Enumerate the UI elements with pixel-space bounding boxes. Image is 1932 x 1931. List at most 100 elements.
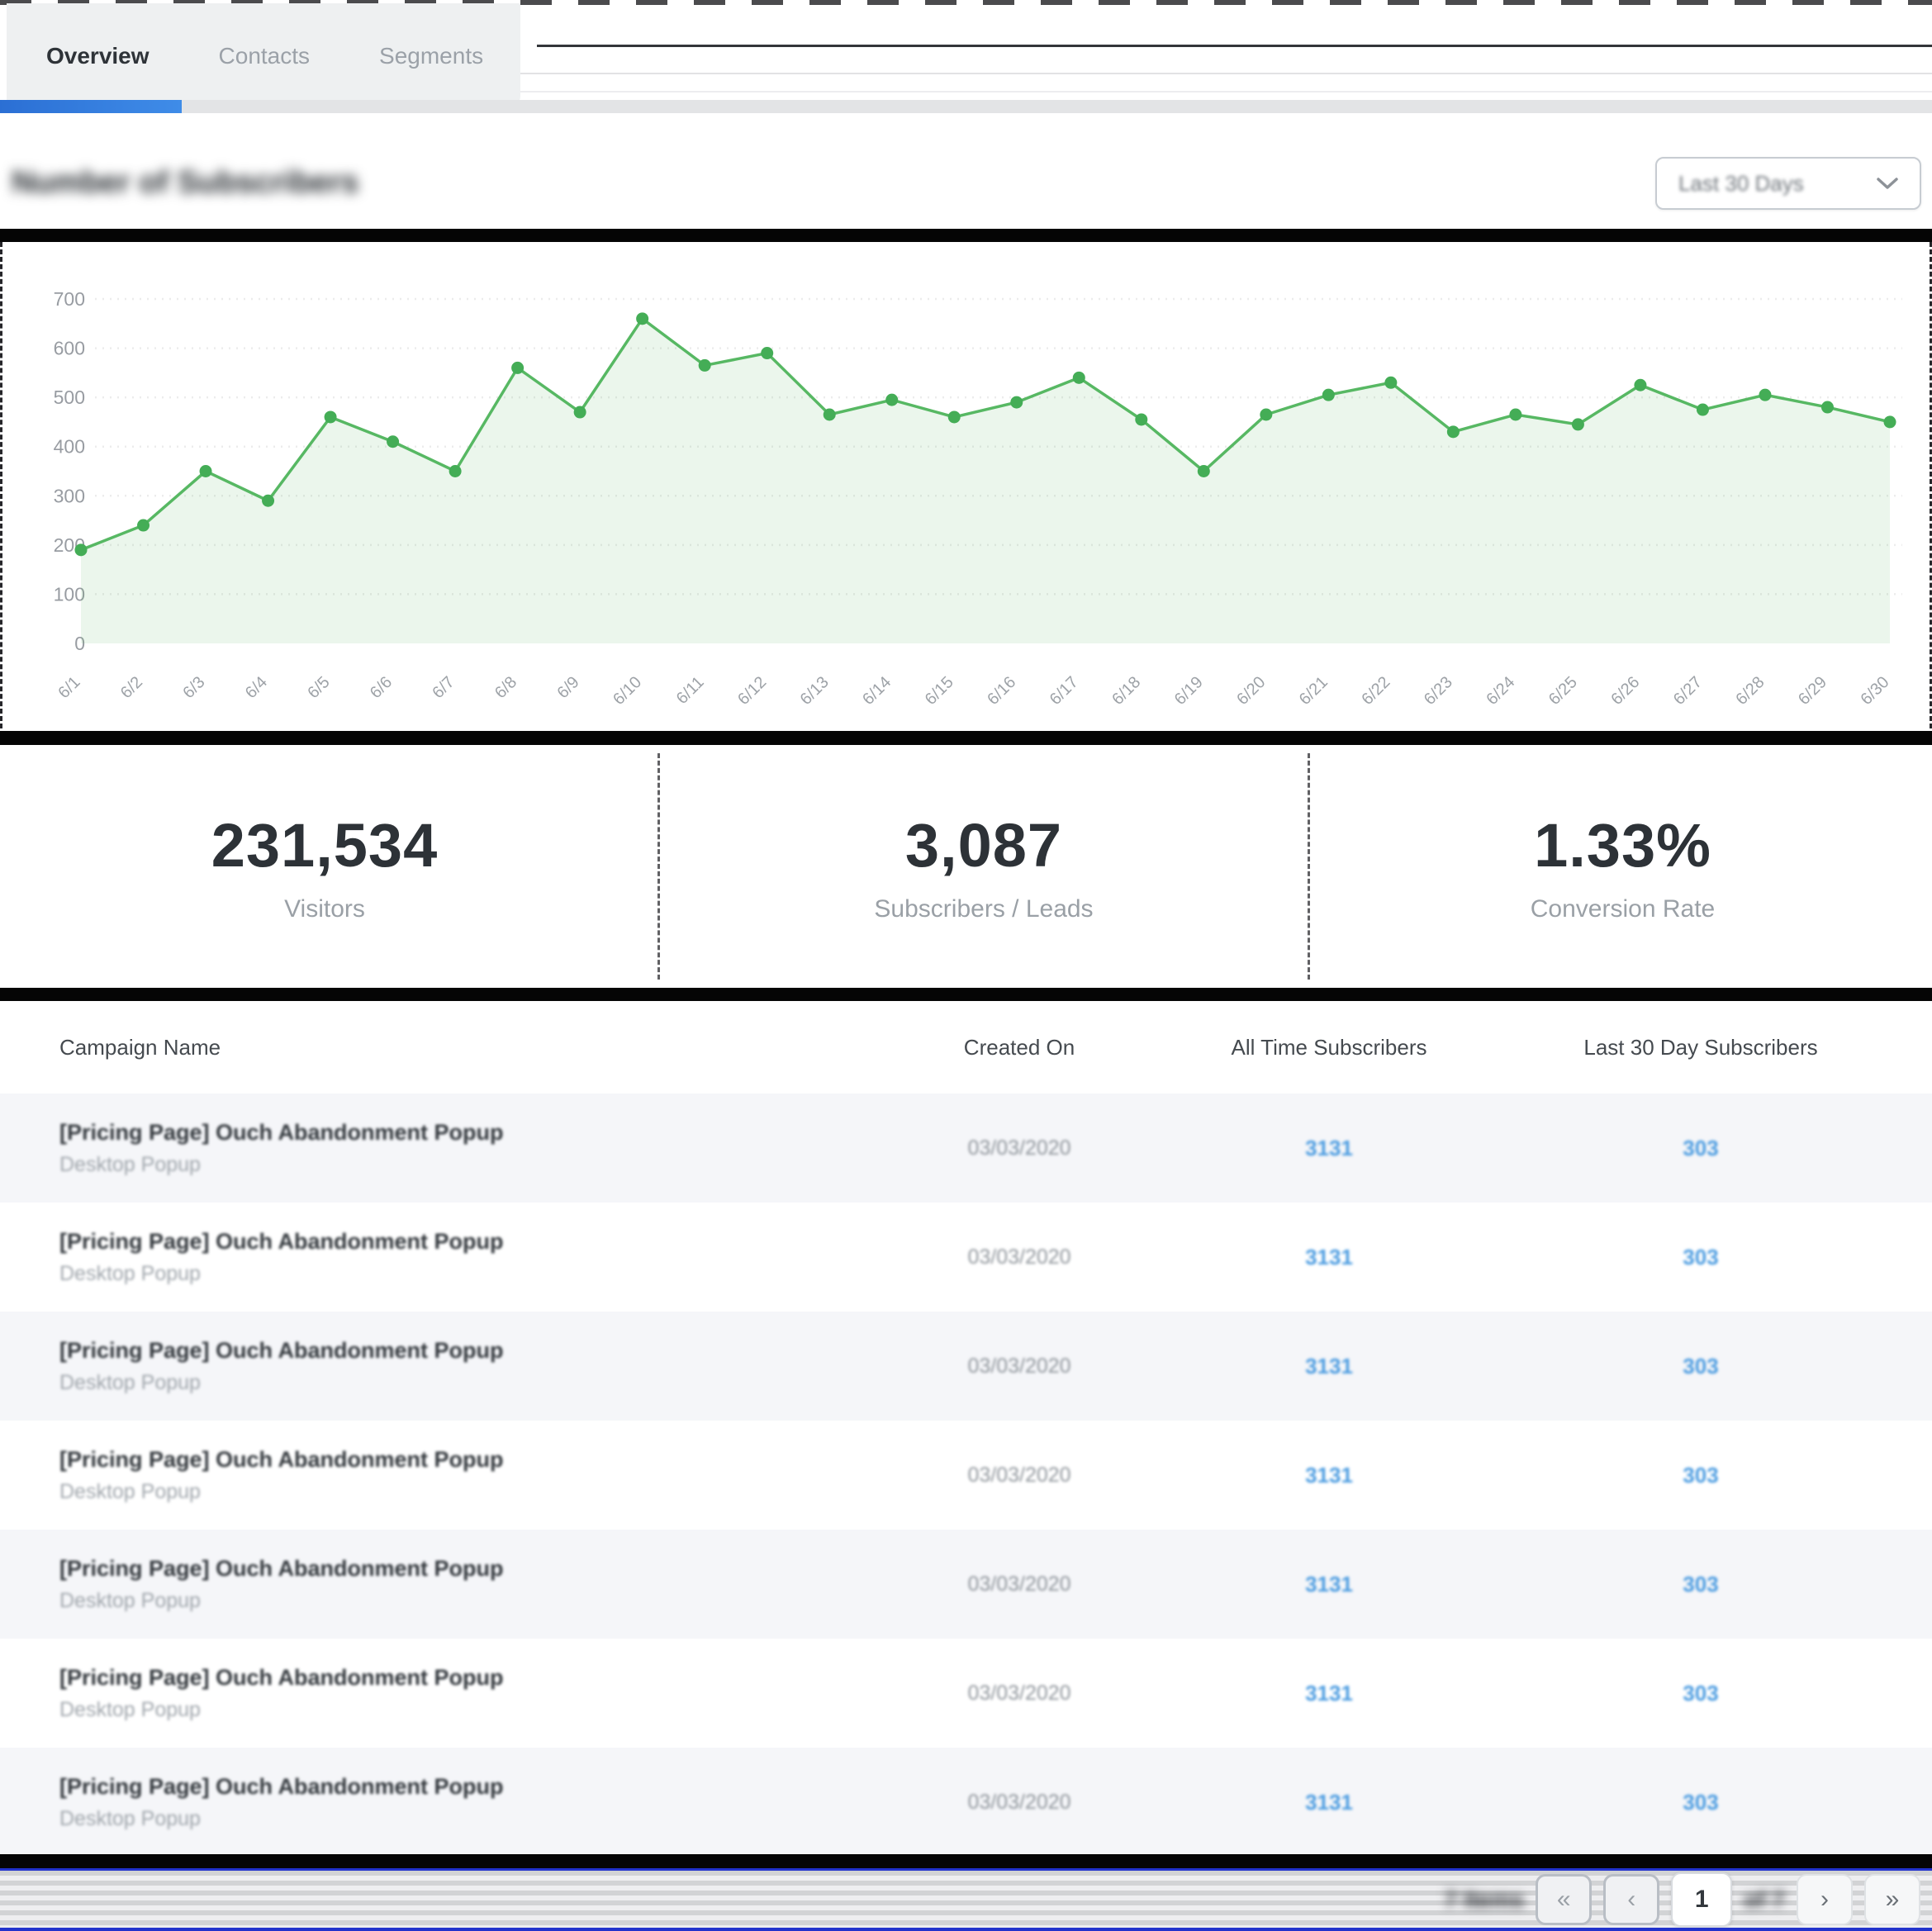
last-30-day-subscribers-link[interactable]: 303 bbox=[1683, 1244, 1719, 1269]
next-page-button[interactable]: › bbox=[1797, 1873, 1853, 1925]
last-30-day-subscribers-link[interactable]: 303 bbox=[1683, 1571, 1719, 1597]
header-created-on: Created On bbox=[963, 1034, 1075, 1060]
previous-page-button[interactable]: ‹ bbox=[1603, 1873, 1660, 1925]
header-last-30-day-subscribers: Last 30 Day Subscribers bbox=[1583, 1034, 1818, 1060]
campaign-type: Desktop Popup bbox=[59, 1806, 201, 1830]
campaign-name[interactable]: [Pricing Page] Ouch Abandonment Popup bbox=[59, 1664, 504, 1690]
date-range-dropdown[interactable]: Last 30 Days bbox=[1655, 157, 1921, 210]
top-artifact-line-lighter bbox=[355, 91, 1932, 93]
svg-text:6/17: 6/17 bbox=[1047, 673, 1082, 709]
campaign-type: Desktop Popup bbox=[59, 1261, 201, 1285]
svg-text:6/12: 6/12 bbox=[734, 673, 770, 709]
table-row: [Pricing Page] Ouch Abandonment Popup Des… bbox=[0, 1203, 1932, 1312]
svg-text:700: 700 bbox=[54, 288, 85, 310]
stat-card-conversion: 1.33% Conversion Rate bbox=[1320, 745, 1925, 988]
svg-text:400: 400 bbox=[54, 436, 85, 458]
top-artifact-line-light bbox=[355, 73, 1932, 74]
svg-text:6/29: 6/29 bbox=[1795, 673, 1830, 709]
svg-text:300: 300 bbox=[54, 485, 85, 506]
svg-text:6/6: 6/6 bbox=[367, 673, 396, 702]
conversion-value: 1.33% bbox=[1534, 810, 1711, 880]
table-row: [Pricing Page] Ouch Abandonment Popup Des… bbox=[0, 1094, 1932, 1203]
top-artifact-line bbox=[537, 45, 1932, 47]
svg-text:6/9: 6/9 bbox=[553, 673, 582, 702]
svg-text:6/23: 6/23 bbox=[1421, 673, 1456, 709]
tab-bar-bottom-strip bbox=[182, 100, 1932, 113]
chevron-left-icon: ‹ bbox=[1627, 1885, 1636, 1913]
date-range-value: Last 30 Days bbox=[1678, 170, 1804, 196]
svg-text:6/27: 6/27 bbox=[1670, 673, 1706, 709]
current-page-input[interactable]: 1 bbox=[1671, 1872, 1733, 1927]
tab-overview[interactable]: Overview bbox=[46, 43, 150, 69]
svg-text:0: 0 bbox=[74, 633, 85, 654]
top-artifact-dashes bbox=[0, 0, 1932, 5]
all-time-subscribers-link[interactable]: 3131 bbox=[1305, 1571, 1353, 1597]
svg-text:6/19: 6/19 bbox=[1171, 673, 1207, 709]
subscribers-value: 3,087 bbox=[904, 810, 1063, 880]
page-of-label: of 7 bbox=[1744, 1886, 1785, 1912]
campaigns-table: Campaign Name Created On All Time Subscr… bbox=[0, 1001, 1932, 1857]
last-30-day-subscribers-link[interactable]: 303 bbox=[1683, 1680, 1719, 1706]
created-on-value: 03/03/2020 bbox=[967, 1354, 1071, 1378]
svg-text:6/10: 6/10 bbox=[610, 673, 645, 709]
campaign-name[interactable]: [Pricing Page] Ouch Abandonment Popup bbox=[59, 1446, 504, 1472]
stats-row: 231,534 Visitors 3,087 Subscribers / Lea… bbox=[0, 745, 1932, 988]
created-on-value: 03/03/2020 bbox=[967, 1572, 1071, 1596]
svg-text:6/20: 6/20 bbox=[1233, 673, 1269, 709]
campaign-type: Desktop Popup bbox=[59, 1370, 201, 1394]
chart-title: Number of Subscribers bbox=[12, 165, 359, 200]
svg-text:6/21: 6/21 bbox=[1296, 673, 1332, 709]
conversion-label: Conversion Rate bbox=[1530, 894, 1716, 923]
table-row: [Pricing Page] Ouch Abandonment Popup Des… bbox=[0, 1748, 1932, 1857]
svg-text:6/7: 6/7 bbox=[429, 673, 458, 702]
last-30-day-subscribers-link[interactable]: 303 bbox=[1683, 1462, 1719, 1487]
items-count-label: 7 Items bbox=[1444, 1886, 1525, 1912]
separator-bar bbox=[0, 1854, 1932, 1868]
all-time-subscribers-link[interactable]: 3131 bbox=[1305, 1244, 1353, 1269]
created-on-value: 03/03/2020 bbox=[967, 1136, 1071, 1160]
all-time-subscribers-link[interactable]: 3131 bbox=[1305, 1462, 1353, 1487]
svg-text:600: 600 bbox=[54, 338, 85, 359]
svg-text:6/3: 6/3 bbox=[179, 673, 208, 702]
created-on-value: 03/03/2020 bbox=[967, 1245, 1071, 1269]
table-body: [Pricing Page] Ouch Abandonment Popup Des… bbox=[0, 1094, 1932, 1857]
footer-bottom-line bbox=[0, 1928, 1932, 1931]
stat-card-subscribers: 3,087 Subscribers / Leads bbox=[671, 745, 1297, 988]
footer-top-line bbox=[0, 1868, 1932, 1871]
separator-bar bbox=[0, 229, 1932, 242]
all-time-subscribers-link[interactable]: 3131 bbox=[1305, 1353, 1353, 1378]
campaign-name[interactable]: [Pricing Page] Ouch Abandonment Popup bbox=[59, 1555, 504, 1581]
stat-card-visitors: 231,534 Visitors bbox=[7, 745, 643, 988]
svg-text:6/2: 6/2 bbox=[117, 673, 146, 702]
tab-segments[interactable]: Segments bbox=[379, 43, 484, 69]
subscribers-label: Subscribers / Leads bbox=[874, 894, 1094, 923]
svg-text:6/22: 6/22 bbox=[1358, 673, 1393, 709]
svg-text:6/30: 6/30 bbox=[1857, 673, 1892, 709]
all-time-subscribers-link[interactable]: 3131 bbox=[1305, 1789, 1353, 1815]
first-page-button[interactable]: « bbox=[1536, 1873, 1593, 1925]
all-time-subscribers-link[interactable]: 3131 bbox=[1305, 1680, 1353, 1706]
svg-text:6/13: 6/13 bbox=[797, 673, 833, 709]
campaign-type: Desktop Popup bbox=[59, 1152, 201, 1176]
campaign-name[interactable]: [Pricing Page] Ouch Abandonment Popup bbox=[59, 1337, 504, 1363]
campaign-name[interactable]: [Pricing Page] Ouch Abandonment Popup bbox=[59, 1228, 504, 1254]
table-row: [Pricing Page] Ouch Abandonment Popup Des… bbox=[0, 1639, 1932, 1748]
tab-bar: Overview Contacts Segments bbox=[7, 3, 520, 109]
separator-bar bbox=[0, 988, 1932, 1001]
all-time-subscribers-link[interactable]: 3131 bbox=[1305, 1135, 1353, 1160]
svg-text:6/8: 6/8 bbox=[491, 673, 520, 702]
svg-text:100: 100 bbox=[54, 583, 85, 605]
double-chevron-right-icon: » bbox=[1885, 1885, 1900, 1913]
last-30-day-subscribers-link[interactable]: 303 bbox=[1683, 1353, 1719, 1378]
campaign-type: Desktop Popup bbox=[59, 1588, 201, 1612]
table-footer: 7 Items « ‹ 1 of 7 › » bbox=[0, 1871, 1932, 1928]
chevron-down-icon bbox=[1877, 178, 1898, 189]
campaign-name[interactable]: [Pricing Page] Ouch Abandonment Popup bbox=[59, 1119, 504, 1145]
last-30-day-subscribers-link[interactable]: 303 bbox=[1683, 1789, 1719, 1815]
tab-contacts[interactable]: Contacts bbox=[218, 43, 311, 69]
double-chevron-left-icon: « bbox=[1556, 1885, 1571, 1913]
last-30-day-subscribers-link[interactable]: 303 bbox=[1683, 1135, 1719, 1160]
last-page-button[interactable]: » bbox=[1864, 1873, 1920, 1925]
svg-text:6/4: 6/4 bbox=[242, 673, 271, 702]
campaign-name[interactable]: [Pricing Page] Ouch Abandonment Popup bbox=[59, 1773, 504, 1799]
